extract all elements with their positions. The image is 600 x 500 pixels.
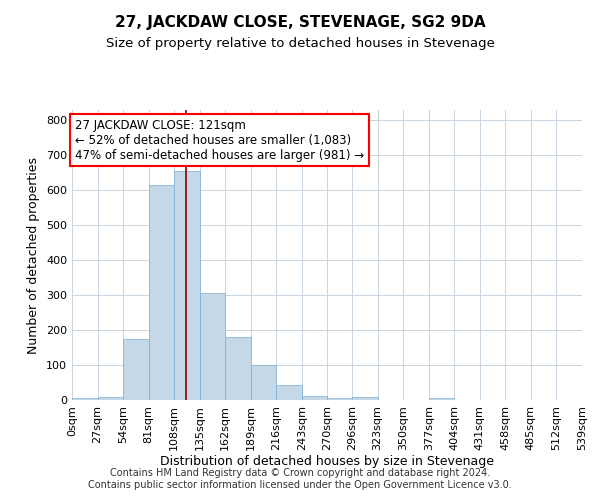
Bar bbox=[429, 398, 454, 400]
Bar bbox=[328, 398, 353, 400]
Text: 27, JACKDAW CLOSE, STEVENAGE, SG2 9DA: 27, JACKDAW CLOSE, STEVENAGE, SG2 9DA bbox=[115, 15, 485, 30]
X-axis label: Distribution of detached houses by size in Stevenage: Distribution of detached houses by size … bbox=[160, 456, 494, 468]
Bar bbox=[149, 185, 174, 400]
Y-axis label: Number of detached properties: Number of detached properties bbox=[28, 156, 40, 354]
Bar bbox=[72, 398, 98, 400]
Bar bbox=[277, 386, 302, 400]
Bar bbox=[225, 337, 251, 400]
Text: 27 JACKDAW CLOSE: 121sqm
← 52% of detached houses are smaller (1,083)
47% of sem: 27 JACKDAW CLOSE: 121sqm ← 52% of detach… bbox=[75, 118, 364, 162]
Text: Contains HM Land Registry data © Crown copyright and database right 2024.
Contai: Contains HM Land Registry data © Crown c… bbox=[88, 468, 512, 490]
Bar bbox=[98, 396, 123, 400]
Bar bbox=[302, 396, 328, 400]
Bar bbox=[352, 397, 377, 400]
Bar bbox=[123, 339, 149, 400]
Bar bbox=[251, 365, 277, 400]
Text: Size of property relative to detached houses in Stevenage: Size of property relative to detached ho… bbox=[106, 38, 494, 51]
Bar bbox=[200, 294, 225, 400]
Bar bbox=[174, 171, 200, 400]
